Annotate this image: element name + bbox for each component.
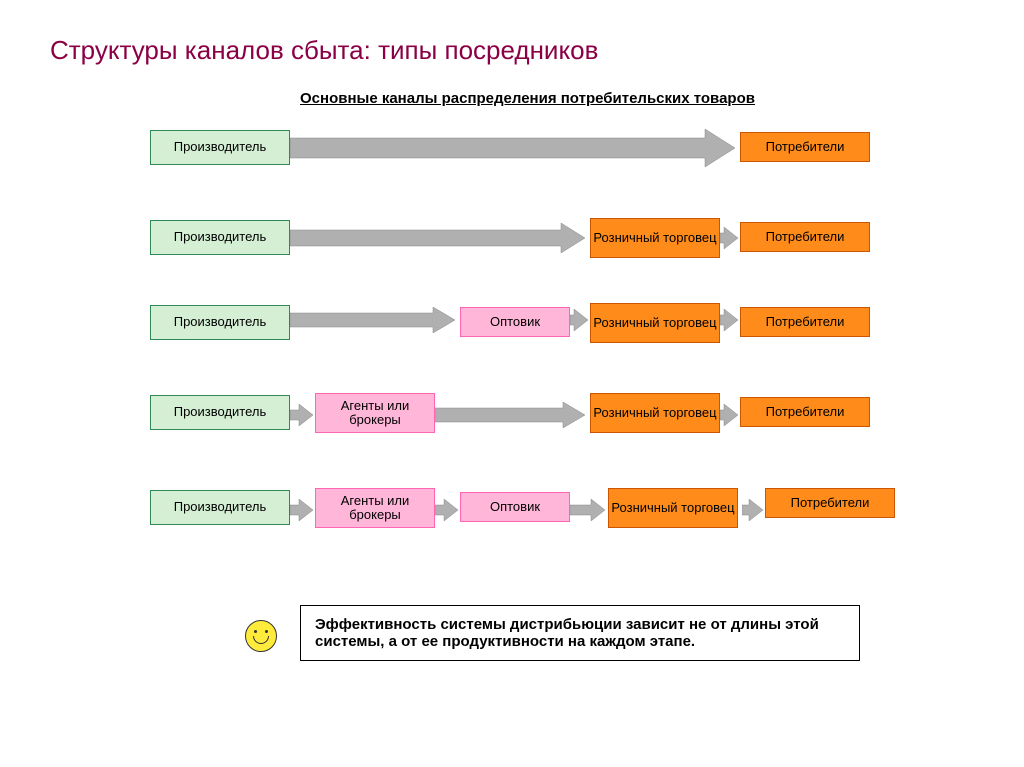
arrow-icon (720, 227, 738, 249)
consumer-box: Потребители (740, 397, 870, 427)
retailer-box: Розничный торговец (590, 393, 720, 433)
agent-box: Агенты или брокеры (315, 393, 435, 433)
retailer-box: Розничный торговец (608, 488, 738, 528)
arrow-icon (290, 307, 455, 333)
arrow-icon (290, 223, 585, 253)
producer-box: Производитель (150, 130, 290, 165)
arrow-icon (290, 404, 313, 426)
retailer-box: Розничный торговец (590, 218, 720, 258)
agent-box: Агенты или брокеры (315, 488, 435, 528)
subtitle: Основные каналы распределения потребител… (300, 90, 755, 107)
consumer-box: Потребители (740, 307, 870, 337)
arrow-icon (570, 309, 588, 331)
arrow-icon (720, 404, 738, 426)
wholesaler-box: Оптовик (460, 492, 570, 522)
producer-box: Производитель (150, 220, 290, 255)
arrow-icon (435, 402, 585, 428)
wholesaler-box: Оптовик (460, 307, 570, 337)
producer-box: Производитель (150, 490, 290, 525)
retailer-box: Розничный торговец (590, 303, 720, 343)
callout-box: Эффективность системы дистрибьюции завис… (300, 605, 860, 661)
consumer-box: Потребители (740, 132, 870, 162)
arrow-icon (435, 499, 458, 521)
producer-box: Производитель (150, 305, 290, 340)
arrow-icon (720, 309, 738, 331)
page-title: Структуры каналов сбыта: типы посреднико… (50, 35, 598, 66)
arrow-icon (290, 499, 313, 521)
arrow-icon (570, 499, 605, 521)
arrow-icon (290, 129, 735, 167)
smiley-icon (245, 620, 277, 652)
consumer-box: Потребители (765, 488, 895, 518)
arrow-icon (742, 499, 763, 521)
consumer-box: Потребители (740, 222, 870, 252)
producer-box: Производитель (150, 395, 290, 430)
